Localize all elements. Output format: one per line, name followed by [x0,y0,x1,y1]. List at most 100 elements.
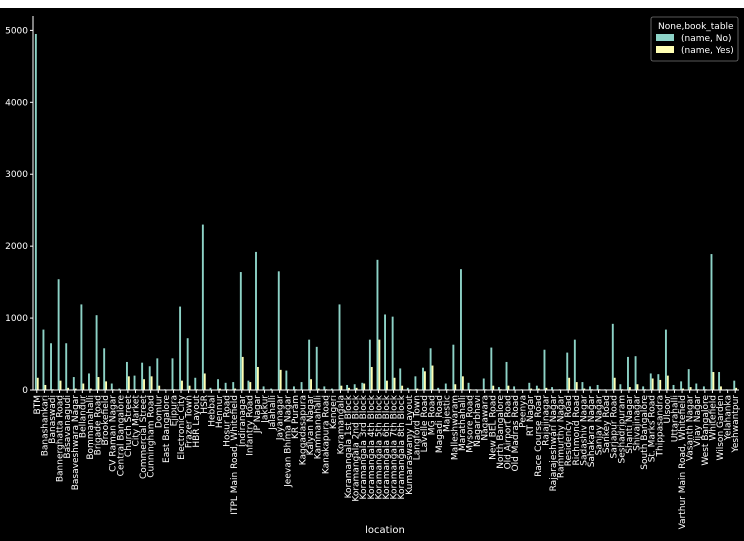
bar-no [308,339,311,390]
bar-no [50,343,52,390]
bar-yes [348,387,350,390]
x-tick-label: Koramangala 7th Block [390,394,400,499]
x-tick-label: Old Madras Road [511,395,521,472]
bar-yes [735,387,738,390]
bar-no [353,384,356,390]
x-tick-label: Magadi Road [435,395,445,453]
x-tick-label: Sanjay Nagar [595,395,605,456]
bar-no [414,376,417,390]
x-tick-label: Race Course Road [534,395,544,477]
y-tick-label: 3000 [5,170,28,180]
bar-no [718,372,721,390]
bar-no [103,348,106,390]
bar-yes [234,388,237,390]
bar-no [217,379,219,390]
legend: None,book_table (name, No) (name, Yes) [650,16,739,62]
x-axis-title: location [365,525,405,536]
x-tick-label: Kaggadasapura [298,395,308,465]
x-tick-label: MG Road [428,395,438,435]
bar-yes [386,380,388,390]
x-tick-label: Electronic City [177,394,187,460]
bar-no [239,272,242,390]
x-tick-label: Richmond Road [572,395,582,466]
x-tick-label: Hennur [215,395,225,428]
bar-yes [44,384,47,390]
bar-no [627,356,629,390]
bar-yes [363,383,366,390]
x-tick-label: Bannerghatta Road [56,395,66,482]
bar-yes [537,388,540,390]
x-tick-label: Jakkur [261,395,271,424]
bar-no [596,384,599,390]
bar-yes [310,379,312,390]
bar-no [391,316,394,390]
bar-no [437,387,440,390]
bar-no [315,346,318,390]
legend-label-yes: (name, Yes) [681,46,734,56]
x-tick-label: Ejipura [169,395,179,426]
x-tick-label: Peenya [519,395,529,428]
bar-no [293,386,295,390]
x-tick-label: Kammanahalli [314,395,324,459]
bar-yes [568,377,571,390]
bar-no [672,384,675,390]
x-tick-label: Marathahalli [458,395,468,451]
x-tick-label: Langford Town [412,395,422,460]
legend-swatch-no [656,34,674,41]
x-tick-label: Hebbal [207,395,217,427]
x-tick-label: JP Nagar [253,395,263,434]
y-tick-label: 1000 [5,314,28,324]
x-tick-label: Rajarajeshwari Nagar [549,395,559,492]
x-tick-label: Jeevan Bhima Nagar [283,395,293,488]
bar-no [573,339,576,390]
bar-no [65,343,68,390]
bar-no [255,251,257,390]
bar-no [141,362,144,390]
x-tick-label: HSR [200,395,210,414]
y-axis: 0 1000 2000 3000 4000 5000 [5,16,34,396]
bar-no [528,382,531,390]
y-tick-label: 5000 [5,26,28,36]
x-tick-label: Sahakara Nagar [587,395,597,468]
bar-no [95,315,98,390]
bar-no [702,386,705,390]
bar-no [406,387,409,390]
x-tick-label: Commercial Street [139,395,149,480]
bar-no [361,382,364,390]
x-tick-label: Nagarbhavi [473,395,483,447]
bar-yes [241,356,244,390]
bar-no [611,323,614,390]
bar-no [497,387,500,390]
bar-no [589,386,591,390]
bar-yes [355,387,358,390]
x-tick-label: Koramangala 1st Block [344,394,354,498]
series-no-bars [34,33,736,390]
x-tick-label: Koramangala 6th Block [382,394,392,499]
x-tick-label: Shivajinagar [633,395,643,451]
bar-yes [583,388,586,390]
bar-no [125,361,128,390]
bar-no [346,384,349,390]
bar-yes [97,377,100,390]
x-tick-label: Basaveshwara Nagar [71,395,81,491]
x-tick-label: Kalyan Nagar [306,395,316,456]
bar-no [543,349,546,390]
bar-no [368,339,371,390]
bar-yes [431,365,434,390]
legend-label-no: (name, No) [681,34,732,44]
bar-yes [279,369,282,390]
bar-no [270,388,273,390]
legend-swatch-yes [656,46,674,53]
bar-no [467,382,470,390]
bar-yes [249,382,252,390]
bar-no [179,306,182,390]
x-tick-label: Kanakapura Road [321,395,331,474]
bar-no [285,370,288,390]
x-tick-label: Sadashiv Nagar [579,395,589,466]
bar-yes [659,379,662,390]
bar-no [118,388,121,390]
x-tick-label: Wilson Garden [716,395,726,460]
x-tick-label: Koramangala 2nd Block [352,394,362,501]
